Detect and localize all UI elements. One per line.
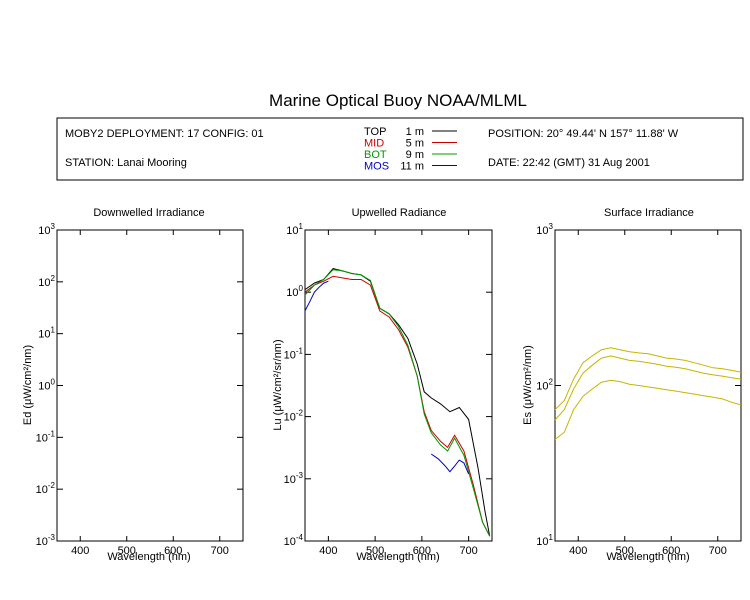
info-box xyxy=(56,117,744,181)
y-tick-label: 103 xyxy=(38,222,55,237)
position-text: POSITION: 20° 49.44' N 157° 11.88' W xyxy=(488,128,679,140)
y-tick-label: 10-3 xyxy=(36,533,56,548)
series-line-1 xyxy=(554,355,742,421)
ed-ylabel: Ed (μW/cm²/nm) xyxy=(22,345,34,425)
y-tick-label: 102 xyxy=(536,378,553,393)
legend-label-bot: BOT xyxy=(364,149,387,161)
es-title: Surface Irradiance xyxy=(604,207,694,219)
y-tick-label: 10-2 xyxy=(36,481,56,496)
y-tick-label: 101 xyxy=(38,326,55,341)
y-tick-label: 101 xyxy=(536,533,553,548)
x-tick-label: 500 xyxy=(118,545,136,557)
series-line-2 xyxy=(554,379,742,440)
panel-downwelled-irradiance: 400 500 600 700 10-3 10-2 10-1 100 101 102 103 xyxy=(36,222,244,557)
date-text: DATE: 22:42 (GMT) 31 Aug 2001 xyxy=(488,157,650,169)
x-tick-label: 700 xyxy=(709,545,727,557)
x-tick-label: 400 xyxy=(71,545,89,557)
panel-upwelled-radiance: 400 500 600 700 10-4 10-3 10-2 10-1 100 101 xyxy=(284,222,493,557)
legend-label-mid: MID xyxy=(364,138,384,150)
y-tick-label: 10-1 xyxy=(284,346,304,361)
deployment-text: MOBY2 DEPLOYMENT: 17 CONFIG: 01 xyxy=(65,128,264,140)
legend-depth-mid: 5 m xyxy=(406,138,424,150)
ed-title: Downwelled Irradiance xyxy=(93,207,204,219)
plot-frame xyxy=(554,229,742,542)
plot-frame xyxy=(304,229,493,542)
x-tick-label: 600 xyxy=(164,545,182,557)
y-tick-label: 103 xyxy=(536,222,553,237)
series-line-mos xyxy=(304,280,329,312)
es-ylabel: Es (μW/cm²/nm) xyxy=(522,345,534,425)
x-tick-label: 600 xyxy=(662,545,680,557)
series-line-mos xyxy=(430,453,470,475)
plot-frame xyxy=(56,229,244,542)
series-line-bot xyxy=(304,269,491,537)
x-tick-label: 500 xyxy=(366,545,384,557)
y-tick-label: 100 xyxy=(286,284,303,299)
x-tick-label: 400 xyxy=(569,545,587,557)
y-tick-label: 10-1 xyxy=(36,429,56,444)
x-tick-label: 700 xyxy=(459,545,477,557)
y-tick-label: 10-2 xyxy=(284,409,304,424)
legend-depth-bot: 9 m xyxy=(406,149,424,161)
ed-xlabel: Wavelength (nm) xyxy=(107,551,190,563)
figure-title: Marine Optical Buoy NOAA/MLML xyxy=(269,91,527,110)
x-tick-label: 400 xyxy=(319,545,337,557)
legend-depth-mos: 11 m xyxy=(400,161,424,173)
series-line-mid xyxy=(304,275,491,537)
y-tick-label: 10-3 xyxy=(284,471,304,486)
y-tick-label: 101 xyxy=(286,222,303,237)
y-tick-label: 102 xyxy=(38,274,55,289)
series-line-0 xyxy=(554,347,742,410)
y-tick-label: 10-4 xyxy=(284,533,304,548)
series-line-top xyxy=(304,268,491,537)
legend-depth-top: 1 m xyxy=(406,126,424,138)
y-tick-label: 100 xyxy=(38,378,55,393)
legend-label-mos: MOS xyxy=(364,161,389,173)
legend: TOP 1 m MID 5 m BOT 9 m MOS 11 m xyxy=(364,126,457,173)
x-tick-label: 600 xyxy=(413,545,431,557)
x-tick-label: 700 xyxy=(211,545,229,557)
es-xlabel: Wavelength (nm) xyxy=(606,551,689,563)
lu-title: Upwelled Radiance xyxy=(352,207,447,219)
lu-ylabel: Lu (μW/cm²/sr/nm) xyxy=(272,339,284,430)
x-tick-label: 500 xyxy=(616,545,634,557)
lu-xlabel: Wavelength (nm) xyxy=(356,551,439,563)
station-text: STATION: Lanai Mooring xyxy=(65,157,187,169)
legend-label-top: TOP xyxy=(364,126,386,138)
panel-surface-irradiance: 400 500 600 700 101 102 103 xyxy=(536,222,742,557)
